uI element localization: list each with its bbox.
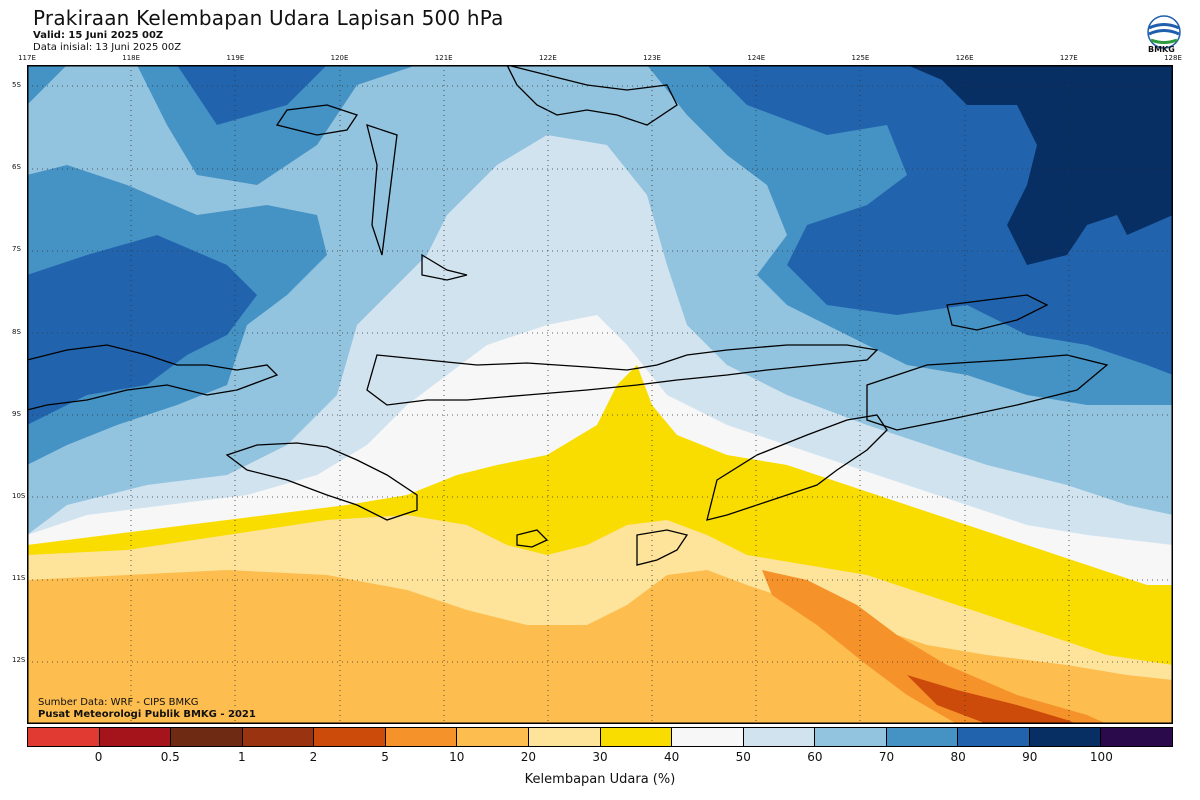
lat-label: 8S (12, 327, 21, 336)
valid-time: Valid: 15 Juni 2025 00Z (33, 30, 164, 41)
colorbar-tick: 20 (520, 750, 537, 764)
colorbar-segment (242, 728, 315, 746)
lon-label: 125E (851, 54, 870, 62)
field-5-10 (762, 570, 1107, 724)
humidity-map (27, 65, 1173, 724)
field-2-5 (907, 675, 1077, 724)
colorbar-segment (886, 728, 959, 746)
lon-label: 123E (643, 54, 661, 62)
lon-label: 128E (1164, 54, 1182, 62)
graticule (27, 65, 1173, 724)
colorbar-tick: 2 (309, 750, 318, 764)
bmkg-logo-icon (1147, 15, 1181, 49)
lat-label: 7S (12, 245, 21, 254)
lon-label: 121E (434, 54, 453, 62)
colorbar-tick: 0 (94, 750, 103, 764)
colorbar (27, 727, 1173, 747)
colorbar-segment (314, 728, 386, 746)
lon-label: 124E (747, 54, 766, 62)
colorbar-segment (457, 728, 529, 746)
colorbar-segment (743, 728, 816, 746)
colorbar-segment (600, 728, 673, 746)
colorbar-tick: 90 (1022, 750, 1038, 764)
lat-label: 5S (12, 81, 21, 89)
colorbar-segment (1101, 728, 1172, 746)
lon-label: 122E (539, 54, 557, 62)
lat-label: 12S (12, 656, 26, 665)
organization: Pusat Meteorologi Publik BMKG - 2021 (38, 709, 256, 720)
colorbar-tick: 0.5 (160, 750, 180, 764)
colorbar-tick: 50 (735, 750, 751, 764)
colorbar-segment (28, 728, 100, 746)
colorbar-tick: 10 (449, 750, 465, 764)
lat-label: 11S (12, 574, 26, 583)
map-title: Prakiraan Kelembapan Udara Lapisan 500 h… (33, 6, 504, 30)
data-source: Sumber Data: WRF - CIPS BMKG (38, 697, 199, 708)
logo-text: BMKG (1148, 45, 1175, 54)
colorbar-segment (958, 728, 1030, 746)
colorbar-tick: 100 (1089, 750, 1113, 764)
colorbar-tick: 60 (807, 750, 823, 764)
colorbar-segment (815, 728, 887, 746)
colorbar-tick: 1 (238, 750, 246, 764)
colorbar-tick: 5 (381, 750, 389, 764)
colorbar-segment (385, 728, 458, 746)
lat-label: 9S (12, 409, 21, 418)
colorbar-tick: 80 (950, 750, 966, 764)
field-10-20 (27, 570, 1173, 724)
lon-label: 126E (955, 54, 974, 62)
colorbar-tick: 70 (878, 750, 895, 764)
lon-label: 118E (122, 54, 141, 62)
lat-label: 10S (12, 492, 26, 500)
colorbar-tick: 40 (663, 750, 680, 764)
colorbar-tick: 30 (592, 750, 608, 764)
lon-label: 119E (226, 54, 245, 62)
colorbar-segment (1029, 728, 1102, 746)
colorbar-segment (528, 728, 601, 746)
field-90-100 (907, 65, 1173, 265)
colorbar-segment (672, 728, 744, 746)
lon-label: 120E (330, 54, 349, 62)
init-time: Data inisial: 13 Juni 2025 00Z (33, 42, 182, 53)
lon-label: 127E (1059, 54, 1078, 62)
colorbar-segment (99, 728, 172, 746)
colorbar-label: Kelembapan Udara (%) (524, 772, 676, 787)
coastlines (27, 65, 1109, 566)
lon-label: 117E (18, 54, 36, 62)
colorbar-segment (171, 728, 243, 746)
lat-label: 6S (12, 163, 21, 172)
